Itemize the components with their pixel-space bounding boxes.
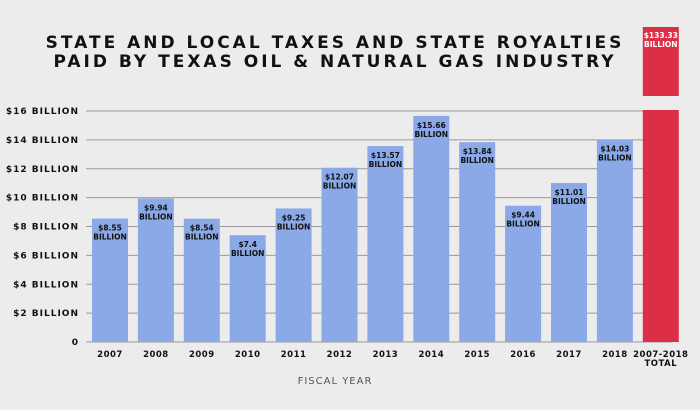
- x-tick-label: 2009: [189, 350, 215, 360]
- x-tick-label: 2010: [235, 350, 261, 360]
- bar-2012: [321, 167, 358, 342]
- y-tick-label: $16 BILLION: [6, 107, 79, 117]
- y-tick-label: $14 BILLION: [6, 136, 79, 146]
- y-tick-label: $2 BILLION: [13, 309, 79, 319]
- x-tick-label: 2013: [373, 350, 399, 360]
- bar-2016: [505, 205, 542, 342]
- data-label: $12.07: [325, 173, 354, 182]
- y-tick-label: $10 BILLION: [6, 194, 79, 204]
- x-tick-label: 2017: [556, 350, 582, 360]
- bar-2008: [137, 198, 174, 342]
- data-label-unit: BILLION: [323, 182, 357, 191]
- bar-2015: [459, 142, 496, 342]
- y-tick-label: $12 BILLION: [6, 165, 79, 175]
- y-tick-label: $6 BILLION: [13, 251, 79, 261]
- data-label: $9.44: [511, 211, 535, 220]
- x-tick-label: 2007: [97, 350, 123, 360]
- bar-2013: [367, 146, 404, 342]
- data-label: $11.01: [555, 188, 584, 197]
- y-tick-label: $8 BILLION: [13, 223, 79, 233]
- bar-2018: [596, 139, 633, 342]
- data-label: $9.25: [282, 213, 306, 222]
- data-label: $8.55: [98, 224, 122, 233]
- chart-title-line-1: STATE AND LOCAL TAXES AND STATE ROYALTIE…: [46, 33, 625, 53]
- bar-2010: [229, 235, 266, 342]
- total-data-label: $133.33: [644, 31, 678, 40]
- chart-title-line-2: PAID BY TEXAS OIL & NATURAL GAS INDUSTRY: [53, 52, 616, 72]
- data-label: $7.4: [238, 240, 257, 249]
- data-label-unit: BILLION: [369, 160, 403, 169]
- data-label-unit: BILLION: [460, 156, 494, 165]
- x-tick-label: 2014: [418, 350, 444, 360]
- data-label-unit: BILLION: [277, 222, 311, 231]
- x-tick-label: 2018: [602, 350, 628, 360]
- data-label: $13.57: [371, 151, 400, 160]
- x-axis-label: FISCAL YEAR: [298, 376, 373, 387]
- data-label-unit: BILLION: [598, 153, 632, 162]
- x-tick-label: 2012: [327, 350, 353, 360]
- data-label-unit: BILLION: [231, 249, 265, 258]
- data-label-unit: BILLION: [185, 233, 219, 242]
- data-label-unit: BILLION: [506, 220, 540, 229]
- data-label-unit: BILLION: [139, 212, 173, 221]
- data-label: $8.54: [190, 224, 214, 233]
- bar-total: [642, 110, 679, 342]
- x-tick-label-total-2: TOTAL: [644, 359, 677, 369]
- x-tick-label: 2015: [464, 350, 490, 360]
- x-tick-label: 2016: [510, 350, 536, 360]
- y-tick-label: 0: [72, 338, 79, 348]
- x-tick-label-total: 2007-2018: [633, 350, 688, 360]
- data-label: $14.03: [600, 144, 629, 153]
- total-data-label-unit: BILLION: [644, 40, 678, 49]
- bar-2009: [183, 218, 220, 342]
- bar-2014: [413, 115, 450, 342]
- bar-2011: [275, 208, 312, 342]
- bar-2007: [92, 218, 128, 342]
- data-label-unit: BILLION: [93, 233, 127, 242]
- bar-total-top: [642, 27, 679, 96]
- data-label: $15.66: [417, 121, 446, 130]
- bar-2017: [551, 183, 587, 342]
- data-label: $9.94: [144, 203, 168, 212]
- y-tick-label: $4 BILLION: [13, 280, 79, 290]
- data-label: $13.84: [463, 147, 492, 156]
- x-tick-label: 2008: [143, 350, 169, 360]
- data-label-unit: BILLION: [552, 197, 586, 206]
- x-tick-label: 2011: [281, 350, 307, 360]
- data-label-unit: BILLION: [415, 130, 449, 139]
